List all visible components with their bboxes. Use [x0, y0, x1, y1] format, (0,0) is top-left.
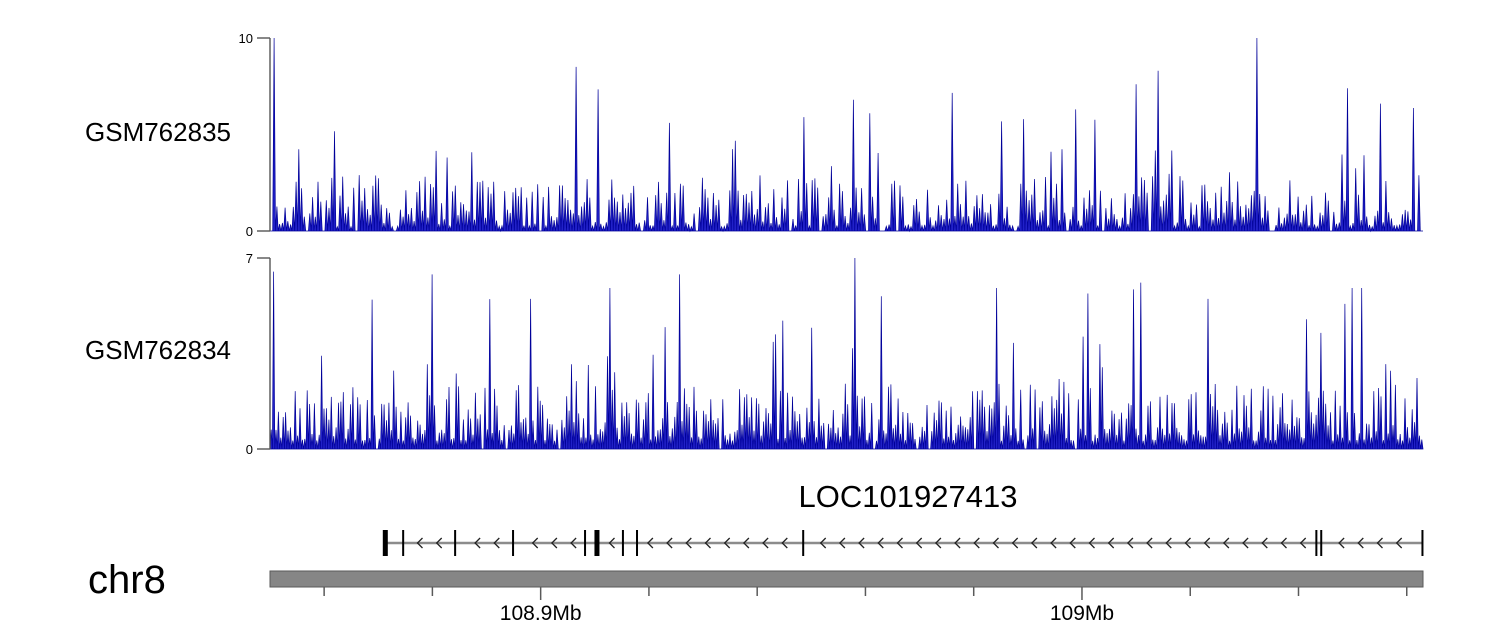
strand-arrow-icon: [1222, 537, 1230, 549]
strand-arrow-icon: [704, 537, 711, 549]
strand-arrow-icon: [570, 537, 577, 549]
strand-arrow-icon: [416, 537, 423, 549]
strand-arrow-icon: [1395, 537, 1403, 549]
axis-tick-label: 108.9Mb: [500, 602, 582, 625]
coverage-area-GSM762835: [270, 37, 1423, 233]
exon-bar: [454, 530, 457, 556]
strand-arrow-icon: [1203, 537, 1211, 549]
strand-arrow-icon: [1280, 537, 1287, 549]
track-label-gsm762835: GSM762835: [85, 117, 231, 147]
strand-arrow-icon: [992, 537, 999, 549]
strand-arrow-icon: [819, 537, 827, 549]
gene-name-label: LOC101927413: [798, 479, 1018, 514]
strand-arrow-icon: [1030, 537, 1038, 549]
strand-arrow-icon: [666, 537, 673, 549]
strand-arrow-icon: [531, 537, 539, 549]
strand-arrow-icon: [1299, 537, 1307, 549]
strand-arrow-icon: [1088, 537, 1095, 549]
strand-arrow-icon: [858, 537, 865, 549]
strand-arrow-icon: [1050, 537, 1057, 549]
strand-arrow-icon: [1242, 537, 1249, 549]
y-axis-zero-label-GSM762835: 0: [246, 224, 253, 239]
strand-arrow-icon: [1107, 537, 1115, 549]
strand-arrow-icon: [1261, 537, 1268, 549]
exon-bar: [584, 530, 587, 556]
exon-bar: [636, 530, 639, 556]
axis-tick-label: 109Mb: [1050, 602, 1114, 625]
strand-arrow-icon: [1126, 537, 1134, 549]
strand-arrow-icon: [646, 537, 654, 549]
strand-arrow-icon: [954, 537, 961, 549]
strand-arrow-icon: [1011, 537, 1019, 549]
strand-arrow-icon: [1184, 537, 1191, 549]
exon-bar: [512, 530, 515, 556]
strand-arrow-icon: [762, 537, 769, 549]
exon-bar: [402, 530, 405, 556]
chromosome-axis-bar: [269, 570, 1424, 588]
strand-arrow-icon: [1376, 537, 1383, 549]
exon-bar: [1315, 530, 1318, 556]
exon-bar: [1320, 530, 1323, 556]
exon-bar: [382, 530, 388, 556]
strand-arrow-icon: [493, 537, 500, 549]
y-axis-max-label-GSM762835: 10: [239, 31, 253, 46]
strand-arrow-icon: [838, 537, 846, 549]
strand-arrow-icon: [896, 537, 903, 549]
exon-bar: [594, 530, 600, 556]
y-axis-zero-label-GSM762834: 0: [246, 442, 253, 457]
strand-arrow-icon: [781, 537, 788, 549]
exon-bar: [621, 530, 624, 556]
track-label-gsm762834: GSM762834: [85, 335, 231, 365]
strand-arrow-icon: [915, 537, 923, 549]
strand-arrow-icon: [1146, 537, 1153, 549]
strand-arrow-icon: [742, 537, 750, 549]
strand-arrow-icon: [1357, 537, 1364, 549]
strand-arrow-icon: [685, 537, 692, 549]
strand-arrow-icon: [973, 537, 980, 549]
strand-arrow-icon: [435, 537, 443, 549]
y-axis-max-label-GSM762834: 7: [246, 251, 253, 266]
strand-arrow-icon: [1165, 537, 1172, 549]
exon-bar: [802, 530, 805, 556]
coverage-area-GSM762834: [269, 257, 1424, 450]
chromosome-label: chr8: [88, 558, 166, 602]
exon-bar: [1421, 530, 1424, 556]
strand-arrow-icon: [550, 537, 558, 549]
strand-arrow-icon: [1069, 537, 1076, 549]
strand-arrow-icon: [474, 537, 481, 549]
strand-arrow-icon: [877, 537, 884, 549]
strand-arrow-icon: [1338, 537, 1345, 549]
strand-arrow-icon: [934, 537, 942, 549]
strand-arrow-icon: [608, 537, 615, 549]
strand-arrow-icon: [723, 537, 731, 549]
